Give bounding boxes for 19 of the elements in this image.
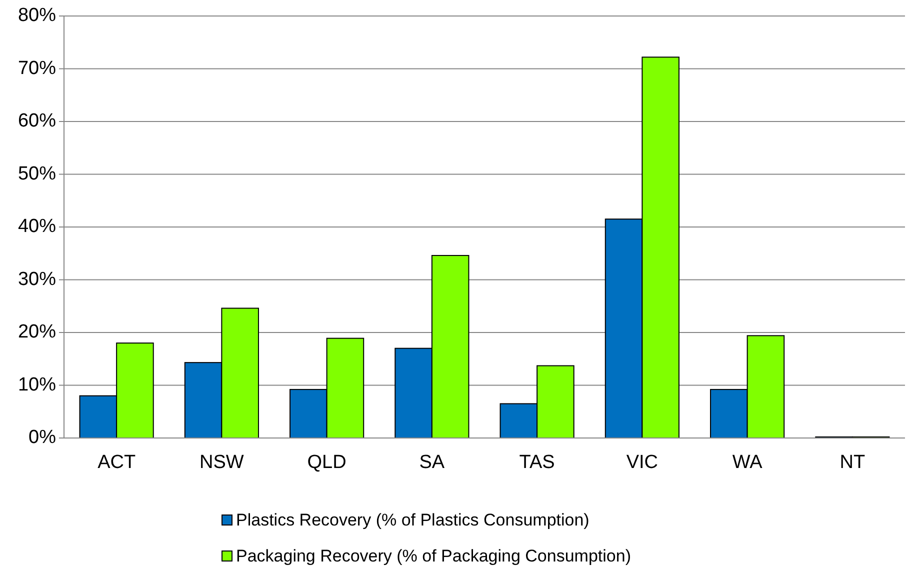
x-tick-label: VIC xyxy=(626,452,658,473)
y-tick-label: 60% xyxy=(18,110,56,132)
y-tick-label: 20% xyxy=(18,322,56,343)
x-tick-label: WA xyxy=(732,452,763,473)
x-tick-label: SA xyxy=(419,452,445,473)
legend-label: Plastics Recovery (% of Plastics Consumption) xyxy=(236,510,590,530)
y-tick-label: 70% xyxy=(18,58,56,79)
legend-label: Packaging Recovery (% of Packaging Consumption) xyxy=(236,546,631,566)
y-tick-label: 30% xyxy=(18,268,56,290)
y-tick-label: 0% xyxy=(28,427,56,448)
x-tick-label: QLD xyxy=(307,452,346,473)
x-tick-label: NT xyxy=(840,452,866,473)
y-tick-label: 10% xyxy=(18,374,56,396)
x-tick-label: ACT xyxy=(98,452,136,473)
y-tick-label: 80% xyxy=(18,5,56,26)
x-tick-label: NSW xyxy=(200,452,244,473)
y-tick-label: 50% xyxy=(18,163,56,184)
x-tick-label: TAS xyxy=(519,452,555,473)
y-tick-label: 40% xyxy=(18,216,56,238)
